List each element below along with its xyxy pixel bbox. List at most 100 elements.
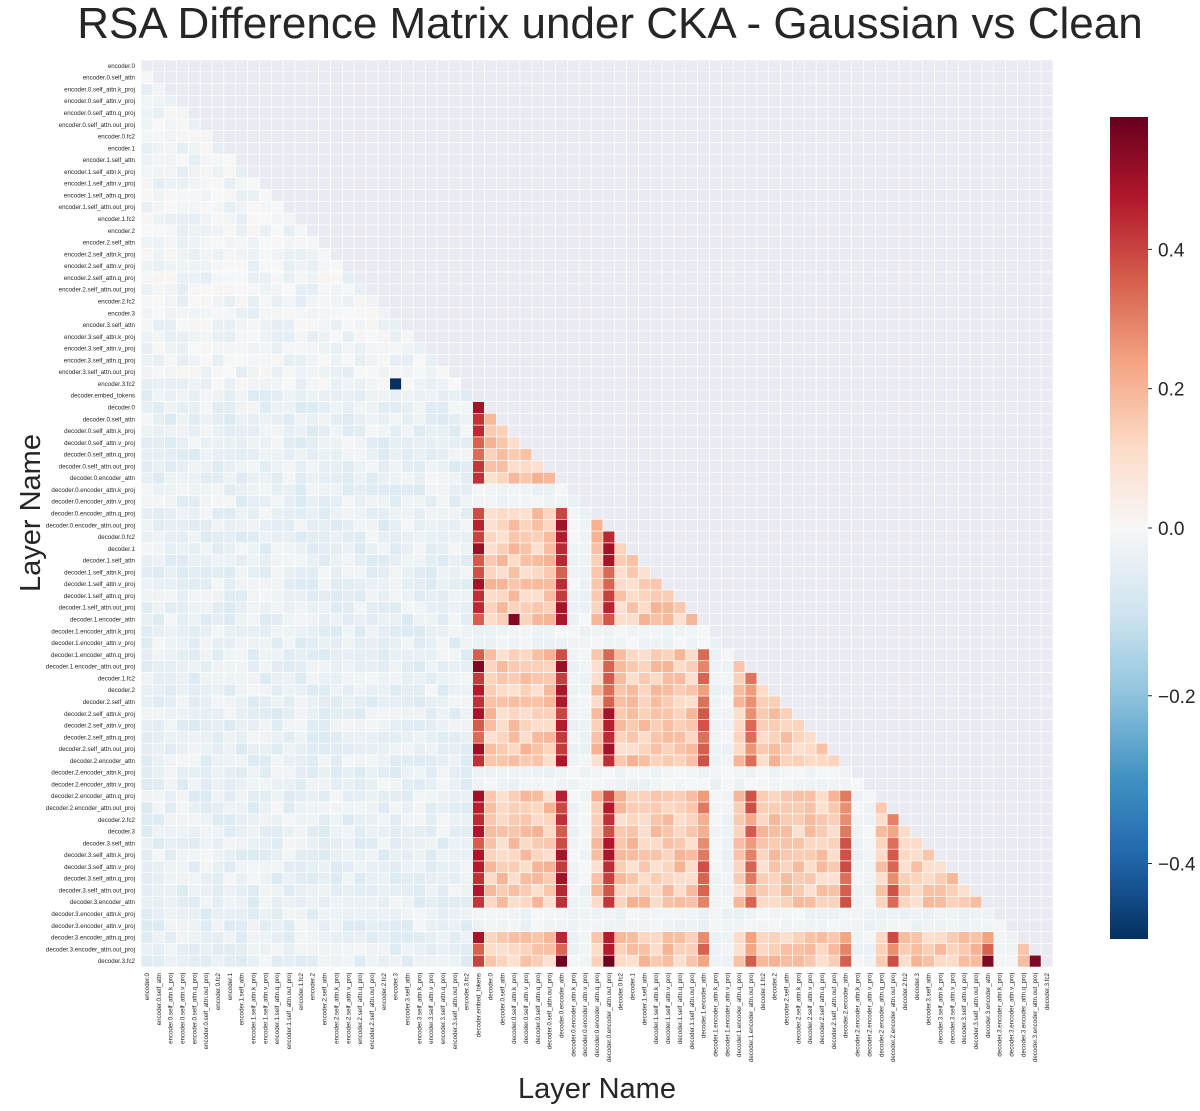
heatmap-cell <box>448 519 462 532</box>
heatmap-cell <box>188 589 201 603</box>
masked-cell <box>709 495 722 508</box>
heatmap-cell <box>306 342 319 355</box>
heatmap-cell <box>353 354 367 367</box>
heatmap-cell <box>164 766 177 779</box>
masked-cell <box>993 95 1006 108</box>
masked-cell <box>448 59 462 73</box>
masked-cell <box>1040 365 1054 379</box>
heatmap-cell <box>448 660 462 673</box>
heatmap-cell <box>259 471 272 485</box>
masked-cell <box>567 413 580 426</box>
heatmap-cell <box>140 495 154 508</box>
masked-cell <box>460 271 473 285</box>
masked-cell <box>661 365 675 379</box>
masked-cell <box>946 625 959 638</box>
masked-cell <box>578 165 592 179</box>
masked-cell <box>567 165 580 179</box>
masked-cell <box>460 248 473 261</box>
heatmap-cell <box>188 377 201 391</box>
masked-cell <box>673 83 687 96</box>
masked-cell <box>472 83 485 96</box>
heatmap-cell <box>176 660 189 673</box>
heatmap-cell <box>270 519 284 532</box>
heatmap-cell <box>188 625 201 638</box>
heatmap-cell <box>424 719 438 732</box>
masked-cell <box>957 519 971 532</box>
masked-cell <box>1040 424 1054 438</box>
masked-cell <box>886 801 900 815</box>
heatmap-cell <box>365 589 379 603</box>
heatmap-cell <box>697 625 710 638</box>
heatmap-cell <box>188 719 201 732</box>
masked-cell <box>1005 71 1018 84</box>
masked-cell <box>661 342 675 355</box>
masked-cell <box>827 471 841 485</box>
heatmap-cell <box>176 153 189 167</box>
heatmap-cell <box>342 377 355 391</box>
masked-cell <box>1017 471 1030 485</box>
heatmap-cell <box>803 742 817 756</box>
masked-cell <box>721 566 734 579</box>
masked-cell <box>531 413 544 426</box>
heatmap-cell <box>330 672 343 685</box>
masked-cell <box>922 695 935 709</box>
masked-cell <box>863 778 876 791</box>
masked-cell <box>886 95 900 108</box>
heatmap-cell <box>472 754 485 768</box>
masked-cell <box>661 424 675 438</box>
masked-cell <box>863 660 876 673</box>
heatmap-cell <box>223 283 237 296</box>
masked-cell <box>697 448 710 461</box>
heatmap-cell <box>282 318 296 332</box>
masked-cell <box>732 165 746 179</box>
heatmap-cell <box>188 354 201 367</box>
masked-cell <box>578 248 592 261</box>
masked-cell <box>401 307 414 320</box>
heatmap-cell <box>188 695 201 709</box>
heatmap-cell <box>377 436 391 450</box>
masked-cell <box>614 507 627 520</box>
masked-cell <box>259 153 272 167</box>
heatmap-cell <box>697 683 710 697</box>
heatmap-cell <box>614 601 627 614</box>
masked-cell <box>981 683 995 697</box>
masked-cell <box>638 424 651 438</box>
heatmap-cell <box>259 625 272 638</box>
heatmap-cell <box>578 683 592 697</box>
masked-cell <box>685 354 698 367</box>
masked-cell <box>875 448 888 461</box>
masked-cell <box>815 130 829 143</box>
masked-cell <box>863 683 876 697</box>
heatmap-cell <box>496 754 509 768</box>
heatmap-cell <box>282 354 296 367</box>
masked-cell <box>507 318 521 332</box>
masked-cell <box>969 648 983 662</box>
masked-cell <box>673 413 687 426</box>
masked-cell <box>555 118 568 131</box>
heatmap-cell <box>223 377 237 391</box>
heatmap-cell <box>732 660 746 673</box>
masked-cell <box>389 177 402 190</box>
masked-cell <box>567 130 580 143</box>
masked-cell <box>555 236 568 249</box>
masked-cell <box>827 283 841 296</box>
masked-cell <box>413 95 426 108</box>
heatmap-cell <box>673 613 687 626</box>
masked-cell <box>969 519 983 532</box>
masked-cell <box>685 519 698 532</box>
heatmap-cell <box>661 813 675 826</box>
heatmap-cell <box>199 577 213 591</box>
masked-cell <box>875 719 888 732</box>
heatmap-cell <box>140 330 154 344</box>
masked-cell <box>744 577 758 591</box>
masked-cell <box>768 248 781 261</box>
heatmap-cell <box>365 413 379 426</box>
heatmap-cell <box>164 189 177 202</box>
masked-cell <box>472 71 485 84</box>
heatmap-cell <box>199 165 213 179</box>
masked-cell <box>946 142 959 155</box>
masked-cell <box>827 460 841 473</box>
masked-cell <box>472 59 485 73</box>
masked-cell <box>578 389 592 402</box>
masked-cell <box>259 106 272 120</box>
